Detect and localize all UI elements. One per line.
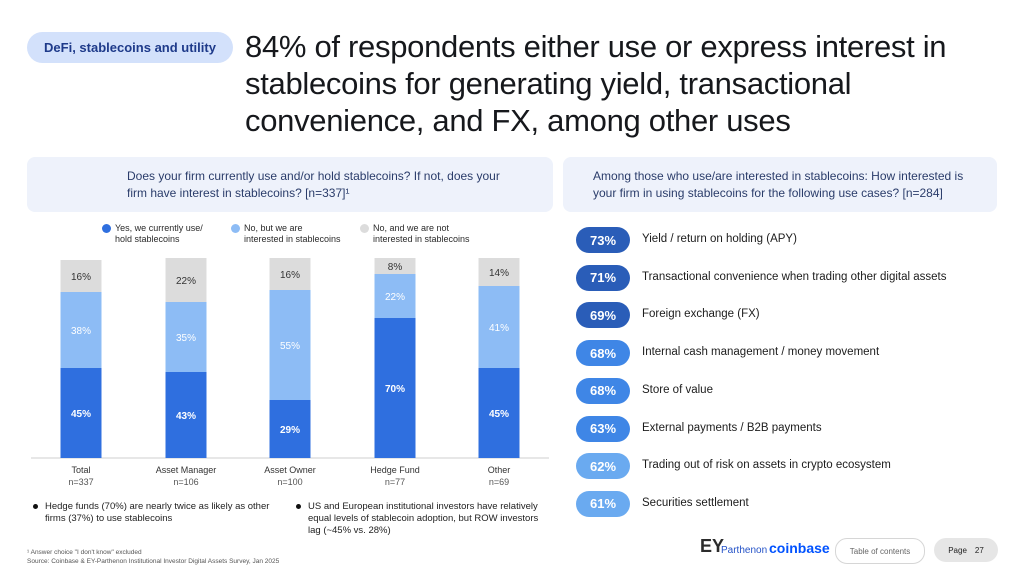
legend-swatch-interested xyxy=(231,224,240,233)
bar-segment xyxy=(165,372,207,458)
category-label: Total xyxy=(71,465,90,475)
use-case-row: 62% Trading out of risk on assets in cryp… xyxy=(576,453,996,480)
category-n-label: n=69 xyxy=(489,477,509,487)
use-case-label: Internal cash management / money movemen… xyxy=(642,346,880,359)
legend-swatch-use xyxy=(102,224,111,233)
legend-label-use: Yes, we currently use/ hold stablecoins xyxy=(115,223,203,244)
right-question-box: Among those who use/are interested in st… xyxy=(563,157,997,212)
page-label: Page xyxy=(948,545,967,555)
parthenon-logo: Parthenon xyxy=(721,545,768,556)
right-question-text: Among those who use/are interested in st… xyxy=(593,169,964,200)
bullet-text: Hedge funds (70%) are nearly twice as li… xyxy=(45,501,270,524)
use-case-row: 63% External payments / B2B payments xyxy=(576,415,996,442)
use-case-label: Securities settlement xyxy=(642,496,749,509)
category-n-label: n=337 xyxy=(68,477,93,487)
use-case-label: Yield / return on holding (APY) xyxy=(642,233,797,245)
bar-segment xyxy=(478,286,520,368)
data-label: 55% xyxy=(280,341,300,352)
data-label: 22% xyxy=(385,292,405,303)
bar-segment xyxy=(269,290,311,400)
data-label: 43% xyxy=(176,411,196,422)
use-case-row: 71% Transactional convenience when tradin… xyxy=(576,264,996,291)
category-label: Asset Manager xyxy=(156,465,217,475)
data-label: 8% xyxy=(388,262,403,273)
bar-segment xyxy=(374,318,416,458)
legend-label-not: No, and we are not interested in stablec… xyxy=(373,223,470,244)
data-label: 16% xyxy=(71,272,91,283)
use-case-label: Trading out of risk on assets in crypto … xyxy=(642,459,891,472)
bar-segment xyxy=(374,258,416,274)
use-case-label: Transactional convenience when trading o… xyxy=(642,270,947,283)
page-indicator: Page 27 xyxy=(934,538,998,562)
category-n-label: n=77 xyxy=(385,477,405,487)
category-label: Hedge Fund xyxy=(370,465,420,475)
bar-segment xyxy=(478,368,520,458)
table-of-contents-button[interactable]: Table of contents xyxy=(835,538,925,564)
bar-segment xyxy=(478,258,520,286)
use-case-percent-pill: 68% xyxy=(576,340,630,367)
bar-segment xyxy=(374,274,416,318)
stacked-bar-chart: 45% 38% 16% Total n=337 43% 35% 22% Asset Manage… xyxy=(31,258,549,487)
use-case-row: 68% Internal cash management / money move… xyxy=(576,340,996,367)
footnote-answer: ¹ Answer choice "I don't know" excluded xyxy=(27,549,142,556)
use-case-percent-pill: 68% xyxy=(576,377,630,404)
legend-swatch-not xyxy=(360,224,369,233)
use-case-label: External payments / B2B payments xyxy=(642,421,822,434)
page-title: 84% of respondents either use or express… xyxy=(245,29,947,138)
data-label: 35% xyxy=(176,333,196,344)
category-label: Other xyxy=(488,465,511,475)
left-question-text: Does your firm currently use and/or hold… xyxy=(127,169,500,200)
coinbase-logo: coinbase xyxy=(769,540,830,556)
left-question-box: Does your firm currently use and/or hold… xyxy=(27,157,553,212)
use-case-label: Store of value xyxy=(642,383,713,396)
use-case-row: 61% Securities settlement xyxy=(576,490,996,517)
category-n-label: n=106 xyxy=(173,477,198,487)
bullet-dot xyxy=(296,504,301,509)
bar-segment xyxy=(60,260,102,292)
bar-segment xyxy=(165,302,207,372)
use-case-percent-pill: 63% xyxy=(576,415,630,442)
section-tag: DeFi, stablecoins and utility xyxy=(27,32,233,63)
use-case-percent-pill: 73% xyxy=(576,227,630,253)
data-label: 16% xyxy=(280,270,300,281)
bar-segment xyxy=(165,258,207,302)
use-case-percent-pill: 71% xyxy=(576,264,630,291)
bullet-dot xyxy=(33,504,38,509)
data-label: 38% xyxy=(71,326,91,337)
use-case-row: 68% Store of value xyxy=(576,377,996,404)
footnote-source: Source: Coinbase & EY-Parthenon Institut… xyxy=(27,558,280,565)
bar-segment xyxy=(60,292,102,368)
data-label: 70% xyxy=(385,384,405,395)
category-n-label: n=100 xyxy=(277,477,302,487)
legend-label-interested: No, but we are interested in stablecoins xyxy=(244,223,341,244)
data-label: 45% xyxy=(71,409,91,420)
use-case-percent-pill: 69% xyxy=(576,302,630,329)
bullet-text: US and European institutional investors … xyxy=(308,501,539,536)
use-case-row: 69% Foreign exchange (FX) xyxy=(576,302,996,329)
ey-logo: EY xyxy=(700,536,725,556)
page-number: 27 xyxy=(974,545,984,555)
bar-segment xyxy=(60,368,102,458)
data-label: 41% xyxy=(489,323,509,334)
data-label: 45% xyxy=(489,409,509,420)
use-case-percent-pill: 62% xyxy=(576,453,630,480)
data-label: 29% xyxy=(280,425,300,436)
use-case-label: Foreign exchange (FX) xyxy=(642,308,760,321)
use-case-row: 73% Yield / return on holding (APY) xyxy=(576,227,996,253)
data-label: 22% xyxy=(176,276,196,287)
bar-segment xyxy=(269,258,311,290)
category-label: Asset Owner xyxy=(264,465,316,475)
bar-segment xyxy=(269,400,311,458)
data-label: 14% xyxy=(489,268,509,279)
use-case-percent-pill: 61% xyxy=(576,490,630,517)
